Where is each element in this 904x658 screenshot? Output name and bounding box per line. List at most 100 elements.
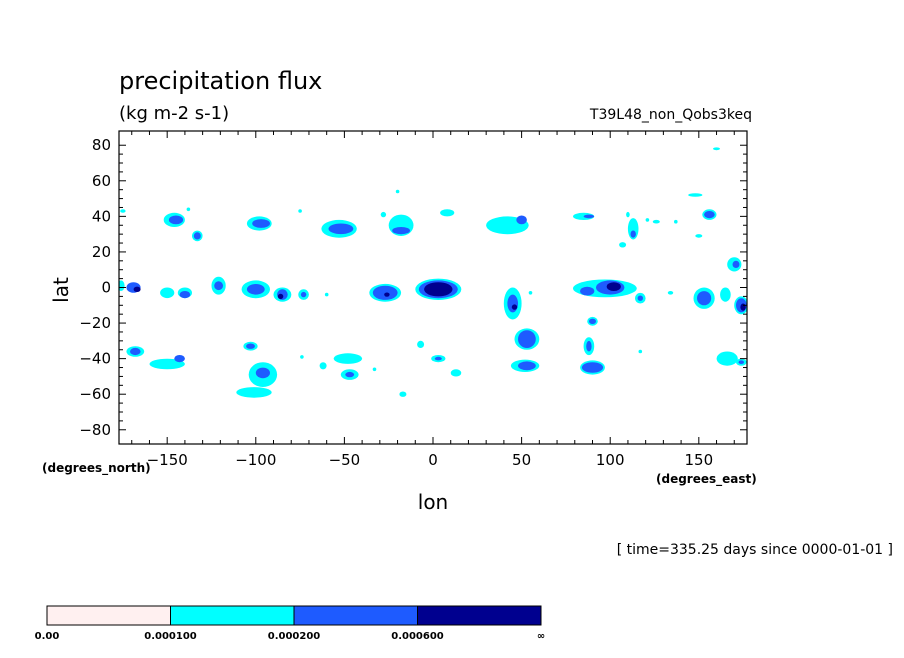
precip-cell-level-1 xyxy=(417,340,425,348)
precip-cell-level-2 xyxy=(174,355,185,363)
x-tick-label: 100 xyxy=(596,451,625,469)
precip-cell-level-1 xyxy=(119,280,125,291)
precip-cell-level-1 xyxy=(319,362,327,370)
precip-cell-level-1 xyxy=(324,292,329,297)
x-tick-label: −150 xyxy=(147,451,188,469)
y-tick-label: −80 xyxy=(79,421,111,439)
precip-cell-level-2 xyxy=(580,286,595,296)
precip-cell-level-2 xyxy=(581,362,604,373)
precip-cell-level-1 xyxy=(120,209,126,213)
precip-cell-level-2 xyxy=(518,361,536,371)
precip-cell-level-2 xyxy=(168,215,184,225)
precip-cell-level-1 xyxy=(626,211,630,218)
precip-cell-level-3 xyxy=(133,286,141,292)
y-tick-label: −20 xyxy=(79,314,111,332)
precip-cell-level-3 xyxy=(511,304,518,310)
precip-cell-level-1 xyxy=(667,291,674,295)
precip-cell-level-2 xyxy=(255,367,270,379)
precip-cell-level-1 xyxy=(720,287,731,302)
y-axis-title: lat xyxy=(49,277,73,303)
precip-cell-level-1 xyxy=(645,218,650,222)
precip-cell-level-2 xyxy=(586,340,592,352)
precip-cell-level-2 xyxy=(214,281,224,291)
precip-cell-level-3 xyxy=(384,292,390,297)
colorbar-swatch xyxy=(293,605,418,626)
x-tick-label: 150 xyxy=(684,451,713,469)
precip-cell-level-2 xyxy=(300,291,307,298)
precip-cell-level-1 xyxy=(380,211,387,218)
precip-cell-level-1 xyxy=(399,391,407,397)
y-tick-label: −40 xyxy=(79,350,111,368)
precip-cell-level-2 xyxy=(589,318,596,324)
precip-cell-level-1 xyxy=(619,242,627,248)
y-tick-label: 20 xyxy=(92,243,111,261)
y-tick-label: 0 xyxy=(101,279,111,297)
precip-cell-level-2 xyxy=(179,291,191,299)
precip-cell-level-2 xyxy=(637,295,643,301)
precip-cell-level-2 xyxy=(516,215,527,225)
colorbar: 0.00 0.000100 0.000200 0.000600 ∞ xyxy=(35,605,545,642)
y-tick-label: 60 xyxy=(92,172,111,190)
precip-cell-level-2 xyxy=(583,214,595,219)
x-tick-label: −50 xyxy=(329,451,361,469)
precip-cell-level-2 xyxy=(328,223,354,235)
x-tick-label: 50 xyxy=(512,451,531,469)
colorbar-swatch xyxy=(46,605,171,626)
precip-cell-level-2 xyxy=(193,232,201,240)
run-name-label: T39L48_non_Qobs3keq xyxy=(589,107,752,123)
axis-ticks: −150 −100 −50 0 50 100 150 −80 −60 −40 −20 0 20 40 60 8… xyxy=(79,131,747,469)
precip-cell-level-1 xyxy=(300,355,304,359)
precip-cell-level-1 xyxy=(638,349,643,354)
precip-cell-level-1 xyxy=(688,193,703,197)
precip-cell-level-1 xyxy=(395,189,400,194)
y-tick-label: −60 xyxy=(79,385,111,403)
colorbar-label: 0.00 xyxy=(35,631,60,642)
precip-cell-level-1 xyxy=(236,387,272,398)
precip-cell-level-1 xyxy=(695,234,703,238)
precip-cell-level-2 xyxy=(630,230,636,238)
colorbar-swatch xyxy=(170,605,295,626)
precip-cell-level-2 xyxy=(252,219,270,228)
precip-cell-level-3 xyxy=(277,293,284,300)
y-tick-label: 80 xyxy=(92,136,111,154)
units-label: (kg m-2 s-1) xyxy=(119,103,229,124)
colorbar-label: 0.000200 xyxy=(268,631,321,642)
precipitation-contours xyxy=(119,147,747,398)
precip-cell-level-2 xyxy=(130,347,141,356)
precip-cell-level-3 xyxy=(424,282,453,297)
precip-cell-level-1 xyxy=(652,219,660,224)
plot-area: −150 −100 −50 0 50 100 150 −80 −60 −40 −20 0 20 40 60 8… xyxy=(79,130,748,469)
precip-cell-level-2 xyxy=(434,356,442,361)
precip-cell-level-2 xyxy=(345,371,355,378)
precip-cell-level-1 xyxy=(372,367,377,372)
colorbar-label: ∞ xyxy=(537,631,545,642)
precip-cell-level-2 xyxy=(372,285,398,300)
x-tick-label: 0 xyxy=(428,451,438,469)
colorbar-swatch xyxy=(417,605,542,626)
y-units-label: (degrees_north) xyxy=(42,461,151,476)
precip-cell-level-1 xyxy=(149,358,185,370)
precip-cell-level-1 xyxy=(674,219,678,224)
time-note: [ time=335.25 days since 0000-01-01 ] xyxy=(617,542,893,558)
x-tick-label: −100 xyxy=(235,451,276,469)
precip-cell-level-2 xyxy=(246,343,255,349)
precip-cell-level-1 xyxy=(160,287,175,299)
precip-cell-level-3 xyxy=(606,282,621,291)
precip-cell-level-1 xyxy=(450,369,462,377)
precip-cell-level-1 xyxy=(298,209,302,213)
precip-cell-level-1 xyxy=(440,209,455,217)
precip-cell-level-3 xyxy=(740,303,746,311)
x-axis-title: lon xyxy=(418,490,448,514)
precip-cell-level-1 xyxy=(716,351,738,366)
precip-cell-level-1 xyxy=(333,353,363,364)
precip-cell-level-2 xyxy=(507,294,518,313)
y-tick-label: 40 xyxy=(92,207,111,225)
precip-cell-level-2 xyxy=(697,291,712,306)
precip-cell-level-2 xyxy=(518,330,536,348)
precip-cell-level-1 xyxy=(528,291,533,295)
x-units-label: (degrees_east) xyxy=(656,472,757,487)
precip-cell-level-2 xyxy=(738,360,744,365)
precip-cell-level-2 xyxy=(392,227,410,235)
chart-title: precipitation flux xyxy=(119,67,322,95)
